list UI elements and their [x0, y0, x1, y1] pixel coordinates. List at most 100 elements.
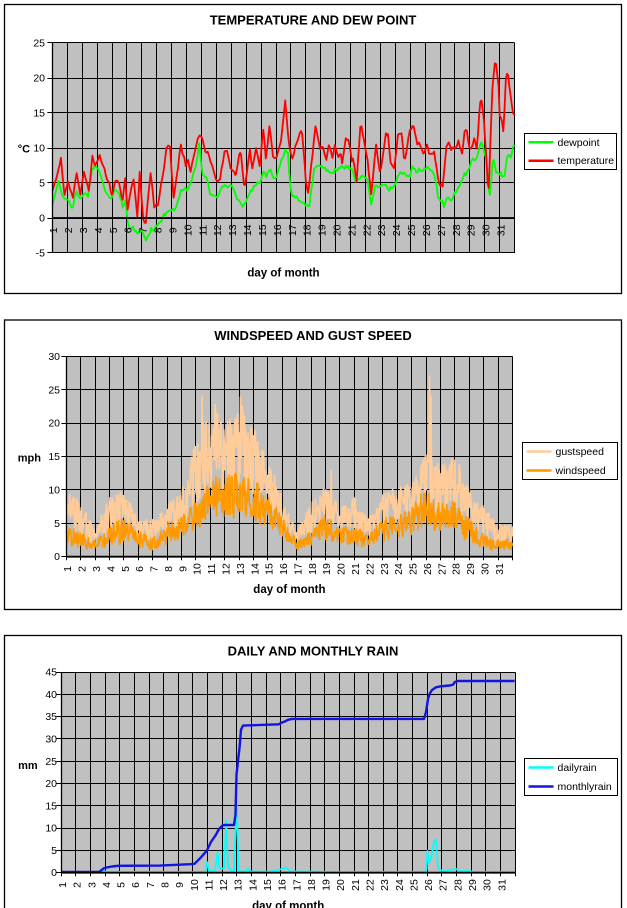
svg-text:25: 25 [33, 38, 45, 50]
svg-text:27: 27 [436, 563, 448, 575]
svg-text:11: 11 [197, 225, 209, 236]
svg-text:8: 8 [153, 227, 165, 233]
svg-text:21: 21 [350, 563, 362, 575]
svg-text:9: 9 [177, 566, 189, 572]
svg-text:31: 31 [495, 224, 507, 236]
svg-text:dewpoint: dewpoint [558, 137, 600, 149]
svg-text:29: 29 [465, 563, 477, 575]
svg-text:30: 30 [481, 224, 493, 236]
svg-text:28: 28 [451, 563, 463, 575]
svg-text:6: 6 [130, 882, 142, 888]
svg-text:19: 19 [317, 224, 329, 236]
svg-text:0: 0 [39, 213, 45, 225]
svg-text:mm: mm [18, 760, 38, 772]
svg-text:10: 10 [189, 879, 201, 891]
svg-text:20: 20 [48, 418, 60, 430]
svg-text:27: 27 [436, 224, 448, 236]
svg-text:12: 12 [218, 879, 230, 891]
svg-text:-5: -5 [36, 248, 45, 260]
svg-text:windspeed: windspeed [555, 465, 606, 477]
svg-text:10: 10 [45, 823, 57, 835]
svg-text:10: 10 [192, 563, 204, 575]
svg-text:45: 45 [45, 667, 57, 679]
svg-text:17: 17 [287, 224, 299, 236]
svg-text:2: 2 [77, 566, 89, 572]
svg-text:22: 22 [361, 224, 373, 236]
svg-text:27: 27 [438, 879, 450, 891]
svg-text:20: 20 [336, 563, 348, 575]
svg-text:7: 7 [148, 566, 160, 572]
svg-text:20: 20 [33, 73, 45, 85]
svg-text:4: 4 [101, 882, 113, 888]
svg-text:24: 24 [391, 224, 403, 236]
svg-text:day of month: day of month [253, 584, 325, 596]
svg-text:2: 2 [63, 227, 75, 233]
svg-text:5: 5 [54, 518, 60, 530]
svg-text:18: 18 [302, 224, 314, 236]
svg-text:28: 28 [452, 879, 464, 891]
svg-text:15: 15 [262, 879, 274, 891]
svg-text:9: 9 [167, 227, 179, 233]
svg-text:7: 7 [145, 882, 157, 888]
svg-text:1: 1 [62, 566, 74, 572]
svg-text:°C: °C [18, 143, 30, 155]
svg-text:15: 15 [45, 800, 57, 812]
svg-text:13: 13 [235, 563, 247, 575]
svg-text:16: 16 [272, 224, 284, 236]
svg-text:TEMPERATURE AND DEW POINT: TEMPERATURE AND DEW POINT [210, 13, 417, 28]
svg-text:11: 11 [206, 563, 218, 574]
svg-text:10: 10 [33, 143, 45, 155]
svg-text:26: 26 [423, 879, 435, 891]
svg-text:20: 20 [335, 879, 347, 891]
svg-text:12: 12 [220, 563, 232, 575]
svg-text:7: 7 [138, 227, 150, 233]
svg-text:29: 29 [466, 224, 478, 236]
svg-text:22: 22 [364, 879, 376, 891]
svg-text:35: 35 [45, 711, 57, 723]
svg-text:25: 25 [48, 384, 60, 396]
svg-text:15: 15 [257, 224, 269, 236]
svg-text:0: 0 [54, 551, 60, 563]
svg-text:11: 11 [203, 879, 215, 890]
svg-text:6: 6 [123, 227, 135, 233]
svg-text:5: 5 [39, 178, 45, 190]
svg-text:30: 30 [479, 563, 491, 575]
svg-text:14: 14 [249, 563, 261, 575]
svg-text:18: 18 [306, 879, 318, 891]
svg-text:dailyrain: dailyrain [558, 762, 597, 774]
svg-text:15: 15 [264, 563, 276, 575]
svg-text:23: 23 [379, 879, 391, 891]
svg-text:temperature: temperature [558, 155, 615, 167]
svg-text:8: 8 [163, 566, 175, 572]
svg-text:19: 19 [321, 563, 333, 575]
svg-text:1: 1 [48, 227, 60, 233]
svg-text:28: 28 [451, 224, 463, 236]
svg-text:16: 16 [278, 563, 290, 575]
svg-text:30: 30 [45, 734, 57, 746]
svg-text:5: 5 [120, 566, 132, 572]
svg-text:day of month: day of month [252, 901, 324, 908]
svg-text:26: 26 [421, 224, 433, 236]
svg-text:23: 23 [379, 563, 391, 575]
svg-text:40: 40 [45, 689, 57, 701]
svg-text:DAILY AND MONTHLY RAIN: DAILY AND MONTHLY RAIN [228, 644, 399, 659]
svg-text:8: 8 [159, 882, 171, 888]
svg-text:mph: mph [18, 453, 42, 465]
svg-text:4: 4 [105, 566, 117, 572]
svg-text:3: 3 [78, 227, 90, 233]
svg-text:2: 2 [72, 882, 84, 888]
svg-text:26: 26 [422, 563, 434, 575]
svg-text:21: 21 [350, 879, 362, 891]
svg-text:24: 24 [394, 879, 406, 891]
svg-text:25: 25 [408, 563, 420, 575]
svg-text:10: 10 [48, 485, 60, 497]
svg-text:day of month: day of month [247, 268, 319, 280]
svg-text:9: 9 [174, 882, 186, 888]
svg-text:19: 19 [321, 879, 333, 891]
svg-text:15: 15 [33, 108, 45, 120]
svg-text:1: 1 [57, 882, 69, 888]
svg-text:25: 25 [45, 756, 57, 768]
svg-text:0: 0 [51, 867, 57, 879]
svg-text:5: 5 [108, 227, 120, 233]
svg-text:30: 30 [482, 879, 494, 891]
